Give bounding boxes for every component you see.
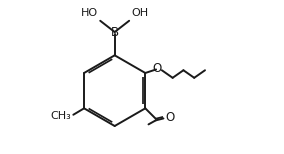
Text: O: O: [153, 62, 162, 75]
Text: CH₃: CH₃: [50, 111, 71, 121]
Text: OH: OH: [131, 8, 149, 18]
Text: HO: HO: [81, 8, 98, 18]
Text: B: B: [111, 26, 119, 38]
Text: O: O: [165, 111, 175, 124]
